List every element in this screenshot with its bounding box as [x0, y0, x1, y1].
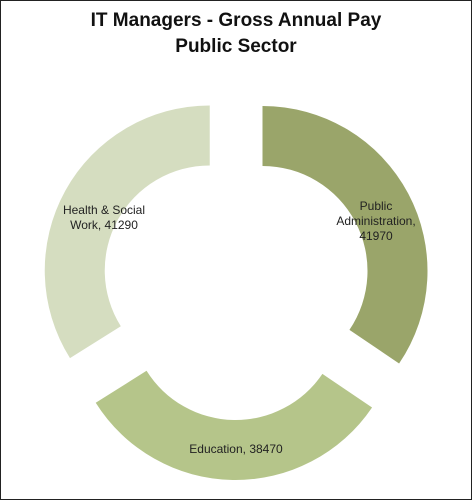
data-label-line: Public: [360, 199, 393, 213]
data-label-line: Education, 38470: [189, 442, 283, 456]
chart-title: IT Managers - Gross Annual Pay Public Se…: [0, 8, 472, 60]
data-label-2: Education, 38470: [189, 442, 283, 456]
doughnut-slice-3: [44, 105, 210, 359]
data-label-line: Health & Social: [63, 203, 145, 217]
data-label-3: Health & Social Work, 41290: [63, 203, 145, 232]
doughnut-slice-2: [95, 370, 373, 480]
doughnut-slice-1: [262, 105, 428, 364]
data-label-line: 41970: [359, 229, 393, 243]
data-label-line: Work, 41290: [70, 218, 138, 232]
chart-title-line-2: Public Sector: [175, 36, 297, 57]
data-label-1: Public Administration, 41970: [336, 199, 415, 243]
chart-title-line-1: IT Managers - Gross Annual Pay: [90, 10, 382, 31]
data-label-line: Administration,: [336, 214, 415, 228]
